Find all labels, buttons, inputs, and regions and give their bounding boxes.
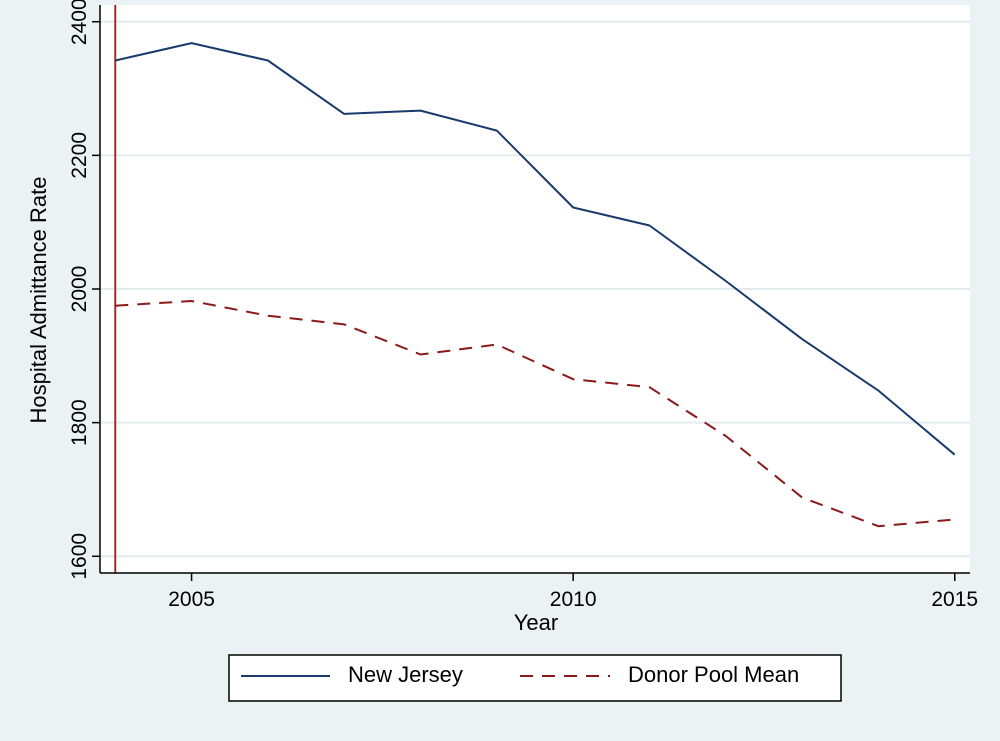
y-tick-label-2400: 2400 bbox=[68, 0, 91, 45]
grid bbox=[100, 20, 970, 558]
legend-label-donor-pool-mean: Donor Pool Mean bbox=[628, 662, 799, 687]
y-tick-label-1600: 1600 bbox=[68, 533, 91, 580]
series-line-new-jersey bbox=[115, 42, 956, 456]
y-tick-label-2000: 2000 bbox=[68, 266, 91, 313]
x-tick-label-2005: 2005 bbox=[168, 588, 215, 611]
y-tick-label-1800: 1800 bbox=[68, 399, 91, 446]
legend-box bbox=[228, 654, 842, 702]
y-tick-label-2200: 2200 bbox=[68, 132, 91, 179]
series-line-donor-pool-mean bbox=[115, 300, 955, 528]
legend: New Jersey Donor Pool Mean bbox=[228, 654, 842, 702]
x-tick-label-2015: 2015 bbox=[931, 588, 978, 611]
x-axis-title: Year bbox=[514, 610, 558, 635]
ticks: 1600 1800 2000 2200 2400 2005 2010 2015 bbox=[68, 0, 978, 611]
series-layer bbox=[115, 42, 956, 528]
legend-label-new-jersey: New Jersey bbox=[348, 662, 463, 687]
y-axis-title: Hospital Admittance Rate bbox=[26, 176, 51, 423]
x-tick-label-2010: 2010 bbox=[550, 588, 597, 611]
